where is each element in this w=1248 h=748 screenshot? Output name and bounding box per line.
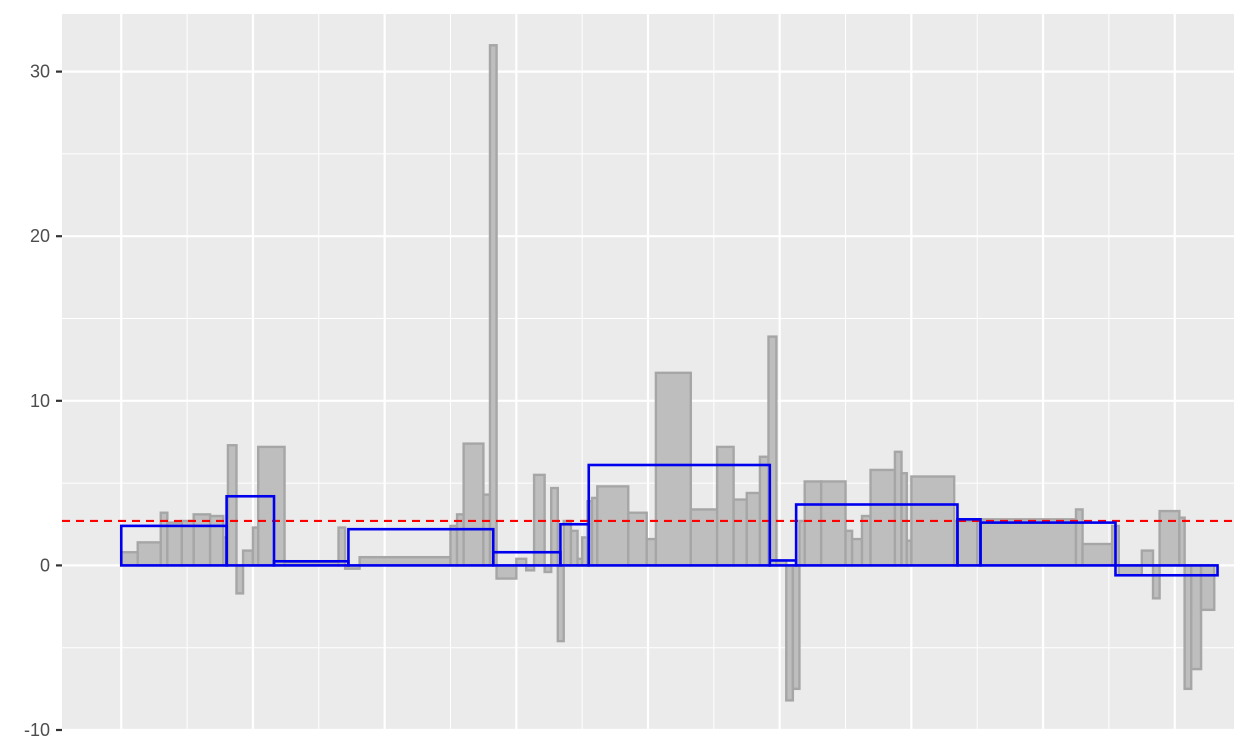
segment-11: [1114, 564, 1219, 577]
bar-1: [136, 541, 162, 567]
y-tick-label: -10: [24, 720, 50, 740]
bar-42: [745, 491, 762, 567]
segments-layer: [119, 463, 1219, 577]
bar-41: [732, 498, 748, 567]
bar-28: [556, 564, 565, 643]
bar-10: [241, 549, 255, 567]
y-tick-label: 0: [40, 555, 50, 575]
bar-54: [869, 468, 897, 567]
bar-68: [1178, 516, 1186, 567]
y-tick-label: 30: [30, 62, 50, 82]
bar-37: [645, 537, 658, 567]
bar-47: [791, 564, 801, 691]
bar-53: [860, 514, 872, 567]
bar-27: [550, 486, 559, 567]
bar-22: [495, 564, 518, 580]
segment-10: [979, 521, 1117, 567]
bar-64: [1117, 564, 1144, 577]
bar-12: [257, 445, 286, 567]
y-tick-label: 10: [30, 391, 50, 411]
bar-19: [462, 442, 485, 567]
bar-14: [337, 526, 347, 567]
bar-43: [758, 455, 770, 567]
bar-62: [1081, 542, 1114, 567]
segment-6: [587, 463, 772, 567]
bar-35: [596, 485, 630, 567]
bar-38: [654, 371, 692, 567]
bar-66: [1151, 564, 1161, 600]
segment-1: [225, 494, 276, 567]
bars-layer: [120, 44, 1216, 702]
bar-4: [180, 519, 195, 567]
bar-65: [1140, 549, 1155, 567]
y-axis: -10 0 10 20 30: [24, 62, 62, 740]
bar-6: [208, 514, 225, 567]
bar-9: [235, 564, 245, 595]
segment-3: [347, 527, 495, 567]
bar-0: [120, 551, 139, 567]
bar-49: [803, 480, 823, 567]
bar-52: [850, 537, 864, 567]
bar-21: [488, 44, 498, 567]
bar-67: [1158, 509, 1181, 567]
bar-3: [166, 521, 184, 567]
bar-8: [226, 444, 238, 567]
bar-50: [819, 480, 847, 567]
bar-60: [976, 518, 1078, 567]
bar-70: [1190, 564, 1203, 671]
bar-71: [1199, 564, 1216, 612]
bar-39: [689, 508, 719, 567]
y-tick-label: 20: [30, 226, 50, 246]
